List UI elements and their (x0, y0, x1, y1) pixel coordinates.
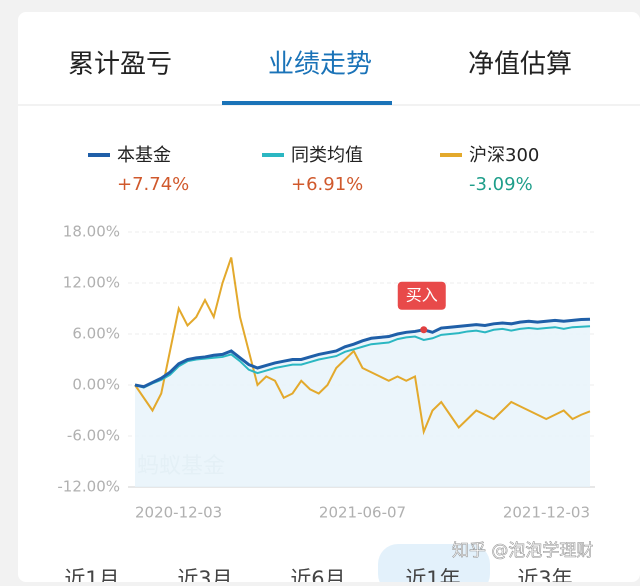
tab[interactable]: 累计盈亏 (68, 50, 172, 80)
legend-swatch (262, 153, 284, 157)
x-tick-label: 2021-12-03 (503, 504, 590, 522)
series-line (134, 257, 591, 436)
legend-label: 沪深300 (469, 145, 539, 166)
buy-badge (397, 281, 446, 310)
buy-label: 买入 (406, 285, 438, 304)
period-selected-bg (378, 544, 490, 586)
legend-summary: +7.74% (117, 174, 189, 195)
period-button[interactable]: 近3年 (517, 567, 572, 586)
x-tick-label: 2020-12-03 (135, 504, 222, 522)
credit: 知乎 @泡泡学理财 (452, 541, 593, 561)
y-tick-label: 18.00% (63, 223, 120, 241)
y-tick-label: 6.00% (72, 325, 120, 343)
legend-label: 本基金 (117, 145, 171, 166)
legend-label: 同类均值 (291, 145, 363, 166)
x-tick-label: 2021-06-07 (319, 504, 406, 522)
tab-indicator (222, 101, 392, 105)
area (135, 319, 590, 487)
card (18, 12, 640, 582)
legend-summary: +6.91% (291, 174, 363, 195)
period-button[interactable]: 近6月 (290, 567, 345, 586)
period-button[interactable]: 近3月 (177, 567, 232, 586)
series-line (134, 317, 591, 389)
buy-marker (420, 326, 428, 334)
y-tick-label: -6.00% (67, 427, 120, 445)
legend-summary: -3.09% (469, 174, 533, 195)
y-tick-label: 0.00% (72, 376, 120, 394)
series-line (134, 325, 591, 389)
y-tick-label: 12.00% (63, 274, 120, 292)
period-button[interactable]: 近1年 (405, 567, 460, 586)
period-button[interactable]: 近1月 (64, 567, 119, 586)
y-tick-label: -12.00% (57, 478, 120, 496)
legend-swatch (440, 153, 462, 157)
tab[interactable]: 净值估算 (468, 50, 572, 80)
legend-swatch (88, 153, 110, 157)
tab[interactable]: 业绩走势 (268, 50, 372, 80)
